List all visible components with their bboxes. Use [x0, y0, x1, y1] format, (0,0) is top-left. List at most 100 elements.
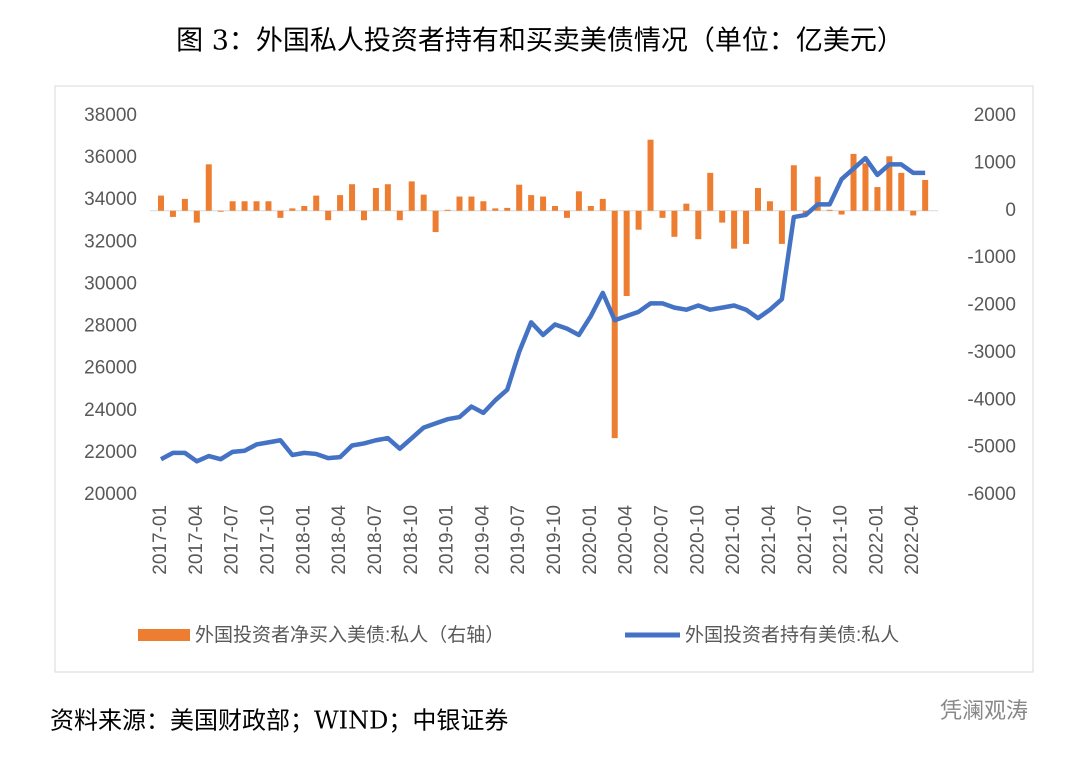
y-tick-label: 32000: [84, 231, 137, 252]
bar: [874, 187, 881, 211]
bar: [731, 210, 738, 249]
bar: [241, 201, 248, 211]
bar: [420, 194, 427, 211]
bar: [623, 210, 630, 297]
chart-title: 图 3：外国私人投资者持有和买卖美债情况（单位：亿美元）: [176, 26, 904, 57]
bar: [611, 210, 618, 439]
bar: [492, 208, 499, 211]
bar: [898, 172, 905, 211]
bar: [456, 196, 463, 211]
bar: [647, 139, 654, 211]
bar: [755, 188, 761, 211]
y2-tick-label: 1000: [974, 152, 1016, 173]
bar: [372, 188, 379, 211]
y-tick-label: 26000: [84, 358, 137, 379]
bar: [707, 172, 714, 211]
x-tick-label: 2021-01: [723, 505, 744, 575]
bar: [587, 206, 594, 211]
bar: [886, 156, 893, 211]
bar: [277, 210, 284, 218]
bar: [910, 210, 917, 216]
bar: [671, 210, 678, 237]
bar: [253, 201, 260, 211]
bar: [635, 210, 642, 230]
bar: [504, 207, 511, 211]
y2-tick-label: 0: [1005, 200, 1016, 221]
bar: [575, 191, 582, 211]
bar: [468, 196, 475, 211]
bar: [169, 210, 176, 217]
bar: [563, 210, 570, 218]
bar: [516, 184, 523, 211]
x-tick-label: 2020-07: [651, 505, 672, 575]
bar: [181, 198, 188, 211]
bar: [743, 210, 750, 244]
bar: [158, 195, 164, 211]
bar: [337, 195, 344, 211]
y-tick-label: 34000: [84, 189, 137, 210]
bar: [719, 210, 726, 223]
x-tick-label: 2019-04: [472, 505, 493, 575]
x-tick-label: 2020-10: [687, 505, 708, 575]
x-tick-label: 2018-04: [329, 505, 350, 575]
bar: [552, 206, 559, 211]
bar: [265, 201, 272, 211]
y-tick-label: 38000: [84, 105, 137, 126]
x-tick-label: 2021-10: [831, 505, 852, 575]
bar: [814, 176, 821, 211]
x-tick-label: 2017-01: [150, 505, 171, 575]
y2-tick-label: -3000: [967, 342, 1016, 363]
bar: [850, 153, 857, 211]
legend-label: 外国投资者持有美债:私人: [685, 624, 899, 646]
bar: [432, 210, 439, 233]
x-tick-label: 2021-04: [759, 505, 780, 575]
y2-tick-label: -5000: [967, 437, 1016, 458]
bar: [301, 206, 308, 211]
x-tick-label: 2019-10: [544, 505, 565, 575]
y2-tick-label: -6000: [967, 484, 1016, 505]
y2-tick-label: 2000: [974, 105, 1016, 126]
bar: [766, 201, 773, 211]
bar: [444, 209, 451, 211]
y-tick-label: 30000: [84, 273, 137, 294]
bar: [599, 198, 606, 211]
bar: [396, 210, 403, 221]
x-tick-label: 2019-07: [508, 505, 529, 575]
watermark: 凭澜观涛: [940, 698, 1028, 723]
bar: [229, 201, 236, 211]
legend-swatch: [138, 629, 190, 641]
bar: [862, 163, 869, 211]
bar: [778, 210, 785, 244]
x-tick-label: 2017-07: [222, 505, 243, 575]
bar: [360, 210, 367, 221]
x-tick-label: 2017-10: [257, 505, 278, 575]
bar: [217, 210, 224, 212]
source: 资料来源：美国财政部；WIND；中银证券: [50, 707, 508, 735]
bar: [349, 184, 356, 211]
x-tick-label: 2017-04: [186, 505, 207, 575]
x-tick-label: 2022-01: [866, 505, 887, 575]
bar: [790, 165, 797, 211]
bar: [480, 201, 487, 211]
bar: [540, 196, 547, 211]
y-tick-label: 22000: [84, 442, 137, 463]
x-tick-label: 2022-04: [902, 505, 923, 575]
bar: [528, 195, 535, 211]
y2-tick-label: -4000: [967, 389, 1016, 410]
bar: [838, 210, 845, 215]
bar: [826, 209, 833, 211]
legend-label: 外国投资者净买入美债:私人（右轴）: [195, 624, 504, 646]
bar: [193, 210, 200, 223]
bar: [313, 195, 320, 211]
y-tick-label: 36000: [84, 147, 137, 168]
y-tick-label: 24000: [84, 400, 137, 421]
x-tick-label: 2018-07: [365, 505, 386, 575]
bar: [408, 181, 415, 211]
x-tick-label: 2018-10: [401, 505, 422, 575]
x-tick-label: 2021-07: [795, 505, 816, 575]
y-tick-label: 20000: [84, 484, 137, 505]
chart-frame: [54, 85, 1034, 673]
line: [159, 155, 926, 464]
x-tick-label: 2020-01: [580, 505, 601, 575]
